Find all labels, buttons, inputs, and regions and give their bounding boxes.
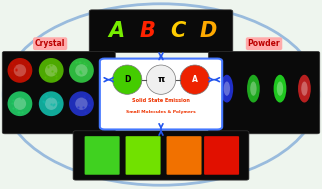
Ellipse shape <box>274 75 286 102</box>
Ellipse shape <box>247 75 260 102</box>
Ellipse shape <box>298 75 311 102</box>
Ellipse shape <box>3 4 319 185</box>
Ellipse shape <box>146 65 176 94</box>
FancyBboxPatch shape <box>85 136 120 175</box>
Text: Powder: Powder <box>248 39 280 48</box>
Text: A: A <box>192 75 198 84</box>
Ellipse shape <box>250 81 257 96</box>
Ellipse shape <box>75 98 88 110</box>
Text: π: π <box>157 75 165 84</box>
Ellipse shape <box>113 65 142 94</box>
Ellipse shape <box>39 91 64 116</box>
Ellipse shape <box>75 64 88 77</box>
FancyBboxPatch shape <box>204 136 239 175</box>
Text: B: B <box>139 21 155 41</box>
Text: C: C <box>170 21 185 41</box>
Text: Small Molecules & Polymers: Small Molecules & Polymers <box>126 110 196 114</box>
Ellipse shape <box>14 98 26 110</box>
FancyBboxPatch shape <box>89 10 233 53</box>
Ellipse shape <box>39 58 64 83</box>
Ellipse shape <box>224 81 230 96</box>
FancyBboxPatch shape <box>208 51 320 134</box>
Ellipse shape <box>69 58 94 83</box>
Text: D: D <box>124 75 130 84</box>
FancyBboxPatch shape <box>73 131 249 180</box>
FancyBboxPatch shape <box>166 136 202 175</box>
Ellipse shape <box>7 91 32 116</box>
Ellipse shape <box>45 64 57 77</box>
Ellipse shape <box>7 58 32 83</box>
Ellipse shape <box>277 81 283 96</box>
Text: Thin film: Thin film <box>142 119 180 128</box>
Text: D: D <box>199 21 217 41</box>
FancyBboxPatch shape <box>126 136 161 175</box>
Ellipse shape <box>180 65 209 94</box>
Ellipse shape <box>45 98 57 110</box>
Text: Crystal: Crystal <box>35 39 65 48</box>
FancyBboxPatch shape <box>100 59 222 129</box>
Text: Solid State Emission: Solid State Emission <box>132 98 190 103</box>
Ellipse shape <box>221 75 233 102</box>
Ellipse shape <box>14 64 26 77</box>
FancyBboxPatch shape <box>2 51 115 134</box>
Ellipse shape <box>69 91 94 116</box>
Text: A: A <box>109 21 125 41</box>
Ellipse shape <box>301 81 308 96</box>
